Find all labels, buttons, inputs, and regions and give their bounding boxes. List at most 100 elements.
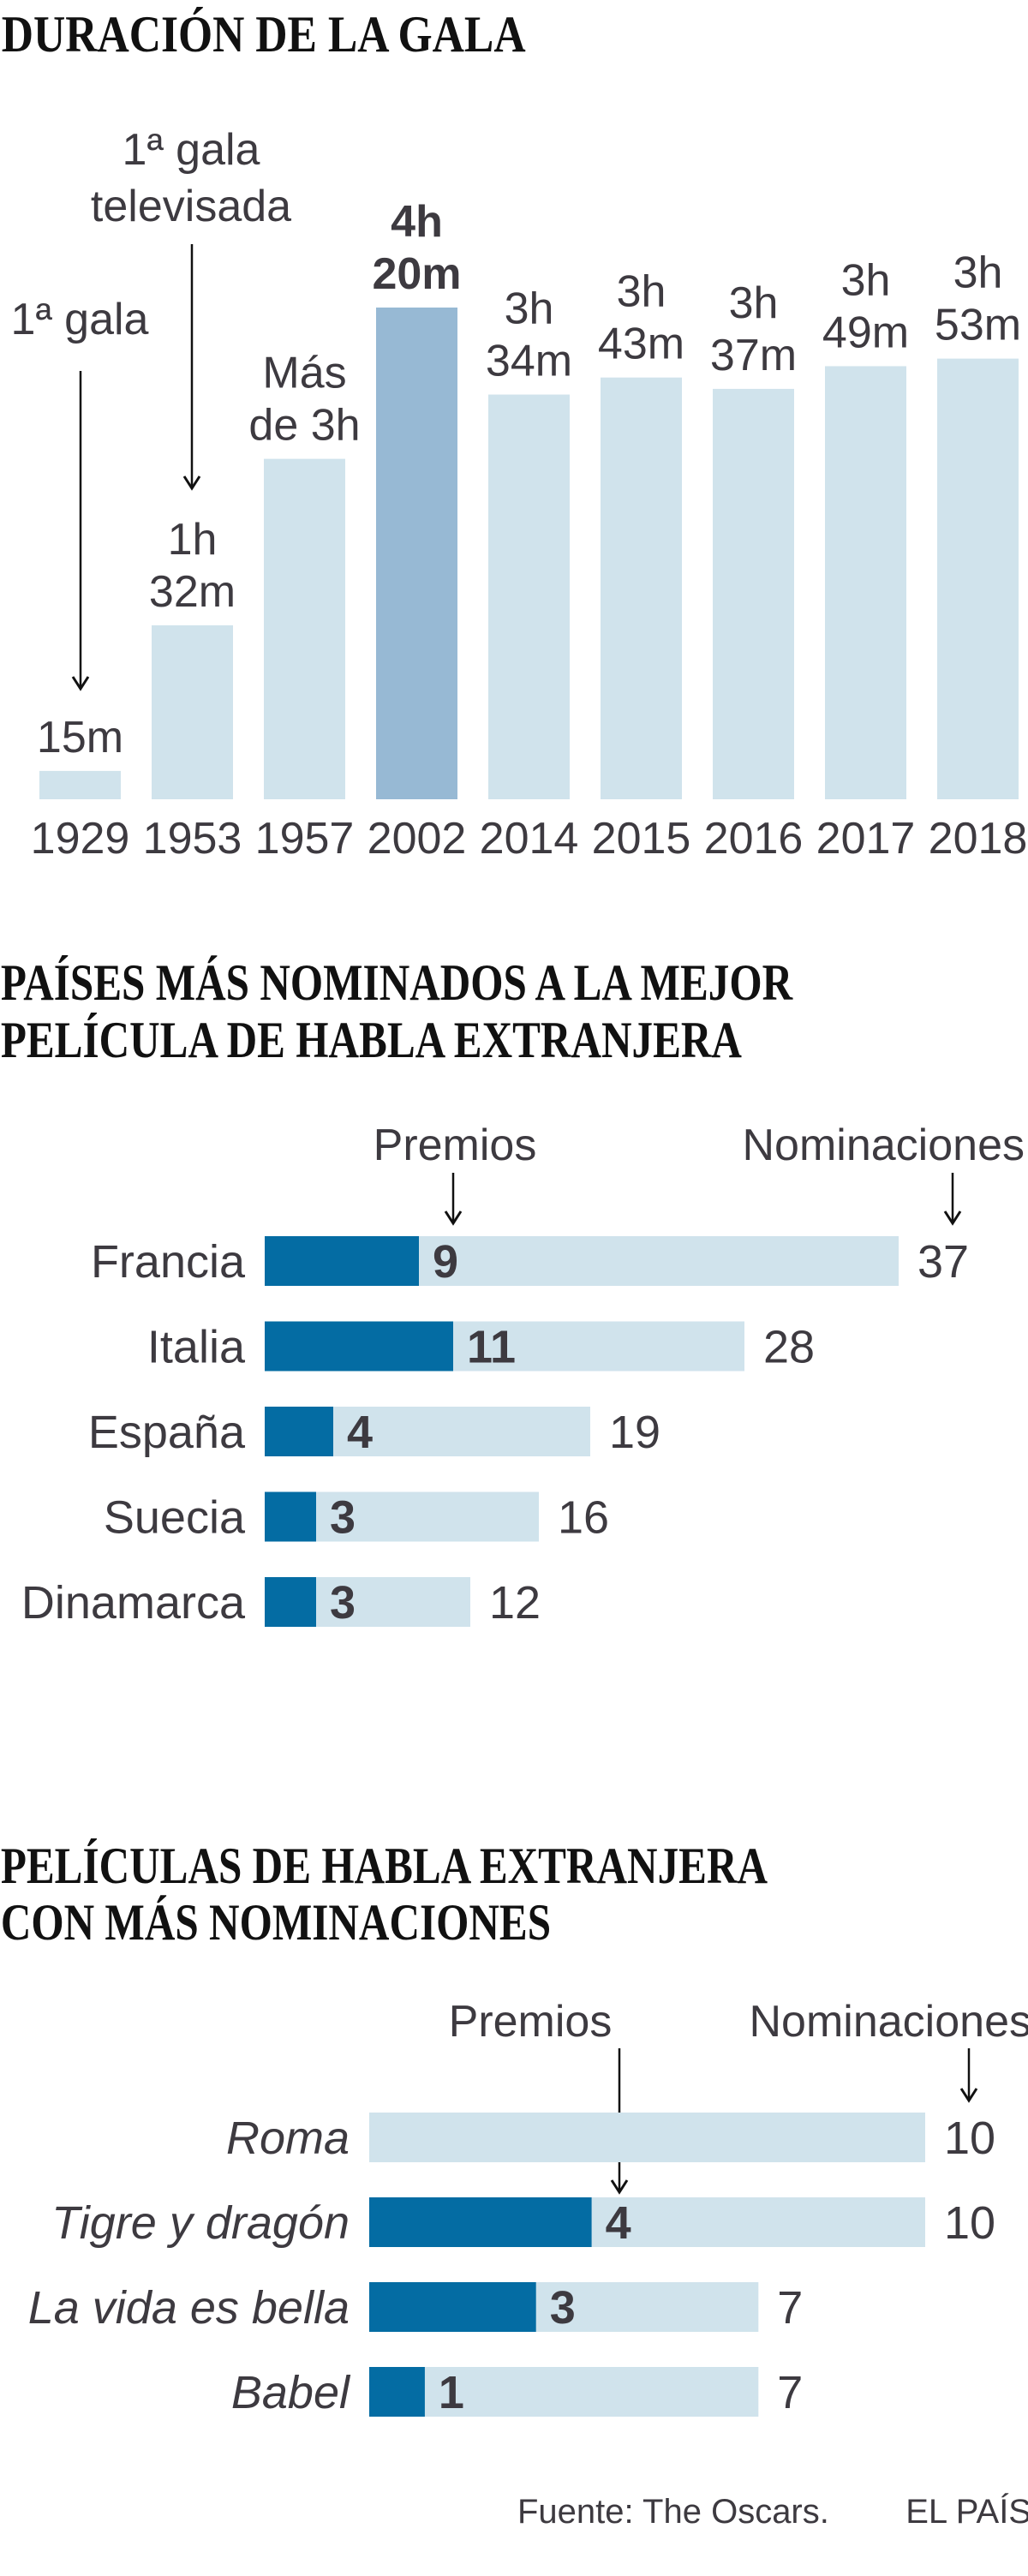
category-label: Italia [147, 1322, 246, 1373]
data-label: de 3h [248, 401, 360, 451]
bar-1953 [152, 625, 233, 799]
bar-1957 [264, 458, 345, 799]
chart-title: DURACIÓN DE LA GALA [2, 6, 526, 63]
arrow-down-icon [182, 244, 201, 491]
nominaciones-value: 19 [609, 1407, 660, 1458]
arrow-head [943, 1210, 962, 1226]
annotation-label: 1ª gala [123, 125, 260, 175]
arrow-head [71, 676, 90, 691]
arrow-down-icon [444, 1173, 463, 1226]
brand-logo: EL PAÍS [905, 2492, 1028, 2531]
bar-nominaciones-overlay [369, 2113, 925, 2162]
bar-2002 [376, 308, 457, 799]
arrow-head [610, 2179, 629, 2195]
arrow-head [959, 2088, 978, 2103]
data-label: 15m [37, 713, 123, 762]
bar-2014 [488, 394, 570, 799]
nominaciones-value: 16 [558, 1492, 609, 1544]
legend-premios: Premios [374, 1121, 537, 1170]
x-tick-label: 1953 [143, 814, 242, 864]
data-label: 3h [505, 284, 554, 334]
nominaciones-value: 28 [763, 1322, 815, 1373]
arrow-head [444, 1210, 463, 1226]
data-label: 20m [372, 249, 461, 299]
premios-value: 9 [433, 1236, 458, 1288]
premios-value: 4 [606, 2197, 631, 2249]
legend-nominaciones: Nominaciones [750, 1997, 1028, 2047]
nominaciones-value: 7 [777, 2282, 803, 2334]
bar-premios [265, 1321, 453, 1372]
bar-premios [265, 1236, 419, 1286]
data-label: 3h [729, 278, 779, 328]
nominaciones-value: 7 [777, 2367, 803, 2418]
bar-premios [265, 1577, 316, 1627]
data-label: 49m [822, 308, 909, 357]
x-tick-label: 1957 [255, 814, 355, 864]
nominaciones-value: 10 [944, 2113, 995, 2164]
data-label: 3h [617, 267, 666, 317]
data-label: 37m [710, 331, 797, 380]
x-tick-label: 2002 [368, 814, 467, 864]
category-label: Dinamarca [21, 1577, 246, 1629]
data-label: 53m [935, 301, 1021, 350]
arrow-head [182, 475, 201, 491]
chart-title: PELÍCULA DE HABLA EXTRANJERA [1, 1011, 742, 1068]
x-tick-label: 2018 [929, 814, 1028, 864]
data-label: 43m [598, 320, 684, 369]
category-label: España [88, 1407, 246, 1458]
annotation-label: televisada [91, 182, 291, 231]
premios-value: 3 [330, 1492, 356, 1544]
bar-2018 [937, 358, 1019, 800]
category-label: Tigre y dragón [51, 2197, 350, 2249]
premios-value: 4 [347, 1407, 373, 1458]
bar-premios [265, 1407, 333, 1456]
legend-premios: Premios [449, 1997, 613, 2047]
category-label: Babel [231, 2367, 351, 2418]
premios-value: 1 [439, 2367, 464, 2418]
category-label: La vida es bella [28, 2282, 350, 2334]
chart-title: PELÍCULAS DE HABLA EXTRANJERA [1, 1837, 768, 1894]
annotation-label: 1ª gala [11, 295, 149, 344]
premios-value: 3 [550, 2282, 576, 2334]
data-label: 32m [149, 567, 236, 617]
category-label: Suecia [104, 1492, 246, 1544]
bar-premios [369, 2197, 592, 2247]
x-tick-label: 2016 [704, 814, 804, 864]
category-label: Roma [226, 2113, 350, 2164]
countries-nominations-chart: PAÍSES MÁS NOMINADOS A LA MEJORPELÍCULA … [1, 953, 1025, 1629]
data-label: Más [262, 349, 346, 398]
x-tick-label: 2015 [592, 814, 691, 864]
chart-title: CON MÁS NOMINACIONES [1, 1893, 551, 1951]
legend-nominaciones: Nominaciones [743, 1121, 1025, 1170]
bar-2015 [601, 377, 682, 799]
bar-1929 [39, 770, 121, 799]
nominaciones-value: 37 [917, 1236, 969, 1288]
arrow-down-icon [943, 1173, 962, 1226]
data-label: 4h [391, 197, 443, 247]
arrow-down-icon [71, 371, 90, 691]
x-tick-label: 2017 [816, 814, 916, 864]
data-label: 1h [168, 515, 218, 565]
nominaciones-value: 10 [944, 2197, 995, 2249]
x-tick-label: 1929 [31, 814, 130, 864]
bar-premios [369, 2367, 425, 2417]
nominaciones-value: 12 [489, 1577, 541, 1629]
bar-premios [369, 2282, 536, 2332]
category-label: Francia [91, 1236, 246, 1288]
source-note: Fuente: The Oscars. [517, 2493, 829, 2531]
bar-nominaciones [369, 2367, 759, 2417]
premios-value: 3 [330, 1577, 356, 1629]
bar-premios [265, 1491, 316, 1542]
x-tick-label: 2014 [480, 814, 579, 864]
bar-2016 [713, 388, 794, 799]
data-label: 3h [841, 255, 891, 305]
data-label: 34m [486, 337, 572, 386]
arrow-down-icon [959, 2048, 978, 2103]
bar-2017 [825, 366, 906, 799]
premios-value: 11 [467, 1322, 516, 1373]
data-label: 3h [953, 248, 1003, 298]
chart-title: PAÍSES MÁS NOMINADOS A LA MEJOR [1, 953, 794, 1011]
